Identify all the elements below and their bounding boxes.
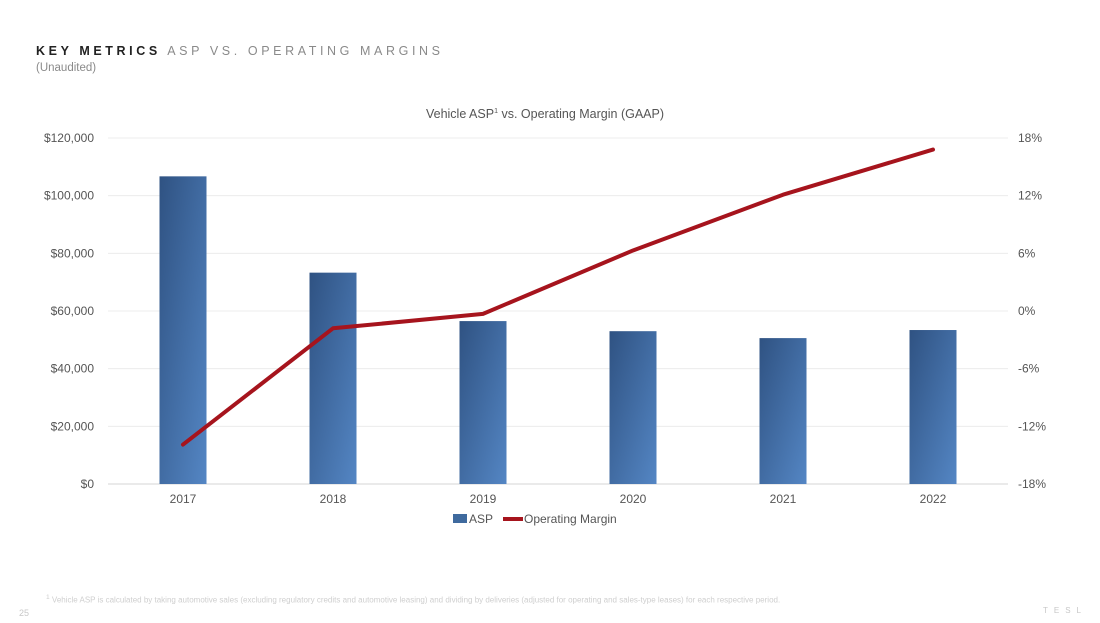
chart-title-suffix: vs. Operating Margin (GAAP) xyxy=(498,107,664,121)
asp-bar xyxy=(909,330,957,484)
x-tick-label: 2020 xyxy=(620,492,647,506)
chart-legend: ASP Operating Margin xyxy=(453,512,617,526)
chart-title-main: Vehicle ASP xyxy=(426,107,494,121)
asp-bar xyxy=(309,272,357,484)
left-tick-label: $20,000 xyxy=(51,419,95,433)
operating-margin-line xyxy=(181,147,935,447)
operating-margin-series-line xyxy=(181,147,935,447)
asp-bars xyxy=(159,176,957,484)
right-tick-label: 0% xyxy=(1018,304,1036,318)
slide-title-light: ASP VS. OPERATING MARGINS xyxy=(167,44,444,58)
x-tick-label: 2017 xyxy=(170,492,197,506)
slide-header: KEY METRICS ASP VS. OPERATING MARGINS (U… xyxy=(36,44,444,74)
slide-title: KEY METRICS ASP VS. OPERATING MARGINS xyxy=(36,44,444,58)
left-tick-label: $80,000 xyxy=(51,246,95,260)
right-tick-label: 18% xyxy=(1018,131,1042,145)
x-tick-label: 2019 xyxy=(470,492,497,506)
asp-bar xyxy=(759,338,807,484)
gridlines xyxy=(108,137,1008,485)
slide-title-bold: KEY METRICS xyxy=(36,44,161,58)
asp-bar xyxy=(459,321,507,484)
legend-label-margin: Operating Margin xyxy=(524,512,617,526)
right-axis-ticks: -18% -12% -6% 0% 6% 12% 18% xyxy=(1018,131,1046,491)
x-tick-label: 2018 xyxy=(320,492,347,506)
footnote-text: Vehicle ASP is calculated by taking auto… xyxy=(49,595,781,605)
footnote-mark: 1 xyxy=(46,594,50,601)
page-number: 25 xyxy=(19,608,30,618)
left-tick-label: $40,000 xyxy=(51,362,95,376)
left-tick-label: $60,000 xyxy=(51,304,95,318)
chart-title-superscript: 1 xyxy=(494,108,498,115)
asp-bar xyxy=(159,176,207,484)
right-tick-label: 12% xyxy=(1018,189,1042,203)
legend-label-asp: ASP xyxy=(469,512,493,526)
x-tick-label: 2021 xyxy=(770,492,797,506)
legend-swatch-asp xyxy=(453,514,467,523)
slide-subtitle: (Unaudited) xyxy=(36,62,97,74)
brand-logo-text: TESL xyxy=(1043,606,1088,615)
right-tick-label: 6% xyxy=(1018,246,1036,260)
left-tick-label: $120,000 xyxy=(44,131,94,145)
asp-bar xyxy=(609,331,657,484)
left-axis-ticks: $0 $20,000 $40,000 $60,000 $80,000 $100,000 $1… xyxy=(44,131,94,491)
chart-title: Vehicle ASP1 vs. Operating Margin (GAAP) xyxy=(426,107,664,121)
right-tick-label: -18% xyxy=(1018,477,1046,491)
right-tick-label: -12% xyxy=(1018,419,1046,433)
x-tick-label: 2022 xyxy=(920,492,947,506)
left-tick-label: $100,000 xyxy=(44,189,94,203)
footnote: 1 Vehicle ASP is calculated by taking au… xyxy=(46,594,780,605)
x-axis-ticks: 2017 2018 2019 2020 2021 2022 xyxy=(170,492,947,506)
right-tick-label: -6% xyxy=(1018,362,1040,376)
left-tick-label: $0 xyxy=(81,477,95,491)
